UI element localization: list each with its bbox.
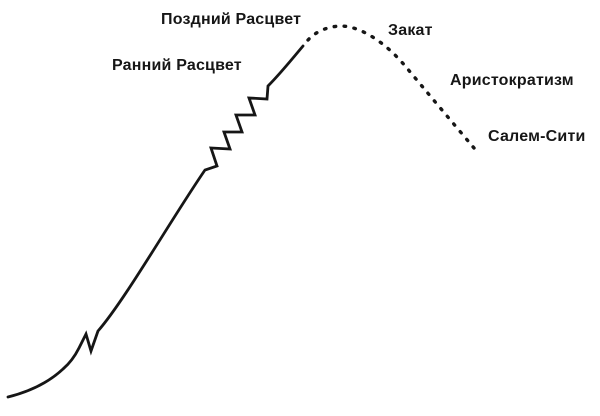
growth-curve-solid bbox=[6, 44, 305, 399]
label-early-prime: Ранний Расцвет bbox=[112, 57, 242, 74]
label-sunset: Закат bbox=[388, 22, 433, 39]
label-aristocracy: Аристократизм bbox=[450, 72, 574, 89]
decline-curve-dotted bbox=[306, 24, 476, 150]
label-late-prime: Поздний Расцвет bbox=[161, 11, 302, 28]
label-salem-city: Салем-Сити bbox=[488, 128, 586, 145]
